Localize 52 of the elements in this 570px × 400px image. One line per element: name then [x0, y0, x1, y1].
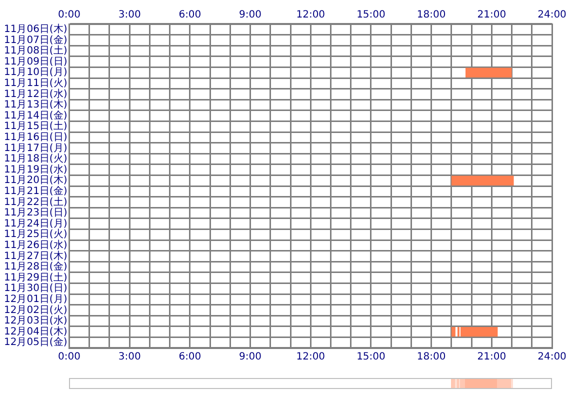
- y-tick-label: 11月22日(土): [4, 196, 68, 208]
- bar: [451, 176, 514, 186]
- x2-tick-label: 3:00: [118, 10, 141, 21]
- y-tick-label: 11月18日(火): [4, 152, 68, 165]
- y-tick-label: 11月20日(木): [4, 174, 68, 186]
- y-tick-label: 11月11日(火): [4, 76, 68, 89]
- x2-tick-label: 6:00: [178, 10, 202, 21]
- y-tick-label: 12月01日(月): [4, 294, 68, 305]
- y-tick-label: 11月21日(金): [4, 184, 68, 197]
- y-tick-label: 11月23日(日): [4, 208, 68, 219]
- x2-tick-label: 0:00: [58, 10, 80, 21]
- x-tick-label: 15:00: [356, 352, 386, 363]
- y-tick-label: 11月06日(木): [4, 22, 68, 35]
- x2-tick-label: 12:00: [296, 10, 326, 21]
- y-tick-label: 11月12日(水): [4, 88, 68, 100]
- y-tick-label: 11月09日(日): [4, 56, 68, 68]
- x-tick-label: 9:00: [239, 352, 262, 363]
- x-tick-label: 3:00: [118, 352, 141, 363]
- x2-tick-label: 21:00: [477, 10, 506, 21]
- y-tick-label: 11月19日(水): [4, 163, 68, 176]
- x2-tick-label: 9:00: [239, 10, 262, 21]
- y-tick-label: 12月02日(火): [4, 304, 68, 316]
- y-tick-label: 11月17日(月): [4, 142, 68, 154]
- y-tick-label: 11月24日(月): [4, 218, 68, 230]
- y-tick-label: 11月28日(金): [4, 260, 68, 273]
- y-tick-label: 11月26日(水): [4, 238, 68, 251]
- y-tick-label: 11月15日(土): [4, 120, 68, 132]
- bar: [460, 326, 498, 337]
- y-tick-label: 11月27日(木): [4, 250, 68, 262]
- bar: [466, 68, 512, 78]
- x2-tick-label: 15:00: [356, 10, 386, 21]
- x-tick-label: 6:00: [178, 352, 202, 363]
- x-tick-label: 0:00: [58, 352, 80, 363]
- y-tick-label: 11月07日(金): [4, 34, 68, 46]
- y-tick-label: 11月14日(金): [4, 109, 68, 122]
- y-tick-label: 11月13日(木): [4, 98, 68, 111]
- y-tick-label: 12月03日(水): [4, 314, 68, 327]
- bar: [451, 326, 456, 337]
- y-tick-label: 11月08日(土): [4, 44, 68, 57]
- y-tick-label: 11月29日(土): [4, 271, 68, 284]
- y-tick-label: 12月04日(木): [4, 325, 68, 338]
- y-tick-label: 11月25日(火): [4, 228, 68, 240]
- x-tick-label: 12:00: [296, 352, 326, 363]
- y-tick-label: 11月30日(日): [4, 283, 68, 294]
- x-tick-label: 18:00: [416, 352, 446, 363]
- y-tick-label: 12月05日(金): [4, 336, 68, 348]
- y-tick-label: 11月16日(日): [4, 132, 68, 143]
- y-tick-label: 11月10日(月): [4, 67, 68, 78]
- x-tick-label: 24:00: [538, 352, 566, 363]
- x-tick-label: 21:00: [477, 352, 506, 363]
- x2-tick-label: 18:00: [416, 10, 446, 21]
- x2-tick-label: 24:00: [538, 10, 566, 21]
